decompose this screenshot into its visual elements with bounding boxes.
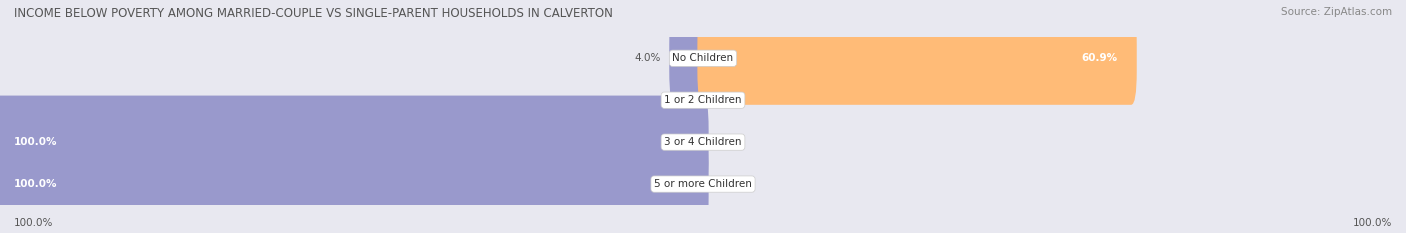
Text: 0.0%: 0.0% (662, 95, 689, 105)
FancyBboxPatch shape (0, 137, 709, 231)
Text: 60.9%: 60.9% (1081, 53, 1118, 63)
Text: 0.0%: 0.0% (717, 95, 744, 105)
Text: 1 or 2 Children: 1 or 2 Children (664, 95, 742, 105)
Text: 5 or more Children: 5 or more Children (654, 179, 752, 189)
FancyBboxPatch shape (0, 96, 709, 189)
Text: 100.0%: 100.0% (1353, 218, 1392, 228)
Text: 100.0%: 100.0% (14, 218, 53, 228)
Text: 0.0%: 0.0% (717, 179, 744, 189)
Text: 3 or 4 Children: 3 or 4 Children (664, 137, 742, 147)
FancyBboxPatch shape (669, 12, 709, 105)
FancyBboxPatch shape (0, 108, 1406, 233)
Text: 4.0%: 4.0% (634, 53, 661, 63)
Text: Source: ZipAtlas.com: Source: ZipAtlas.com (1281, 7, 1392, 17)
Text: INCOME BELOW POVERTY AMONG MARRIED-COUPLE VS SINGLE-PARENT HOUSEHOLDS IN CALVERT: INCOME BELOW POVERTY AMONG MARRIED-COUPL… (14, 7, 613, 20)
Text: 100.0%: 100.0% (14, 179, 58, 189)
Text: 0.0%: 0.0% (717, 137, 744, 147)
FancyBboxPatch shape (697, 12, 1136, 105)
FancyBboxPatch shape (0, 0, 1406, 134)
Text: 100.0%: 100.0% (14, 137, 58, 147)
Text: No Children: No Children (672, 53, 734, 63)
FancyBboxPatch shape (0, 66, 1406, 218)
FancyBboxPatch shape (0, 24, 1406, 176)
